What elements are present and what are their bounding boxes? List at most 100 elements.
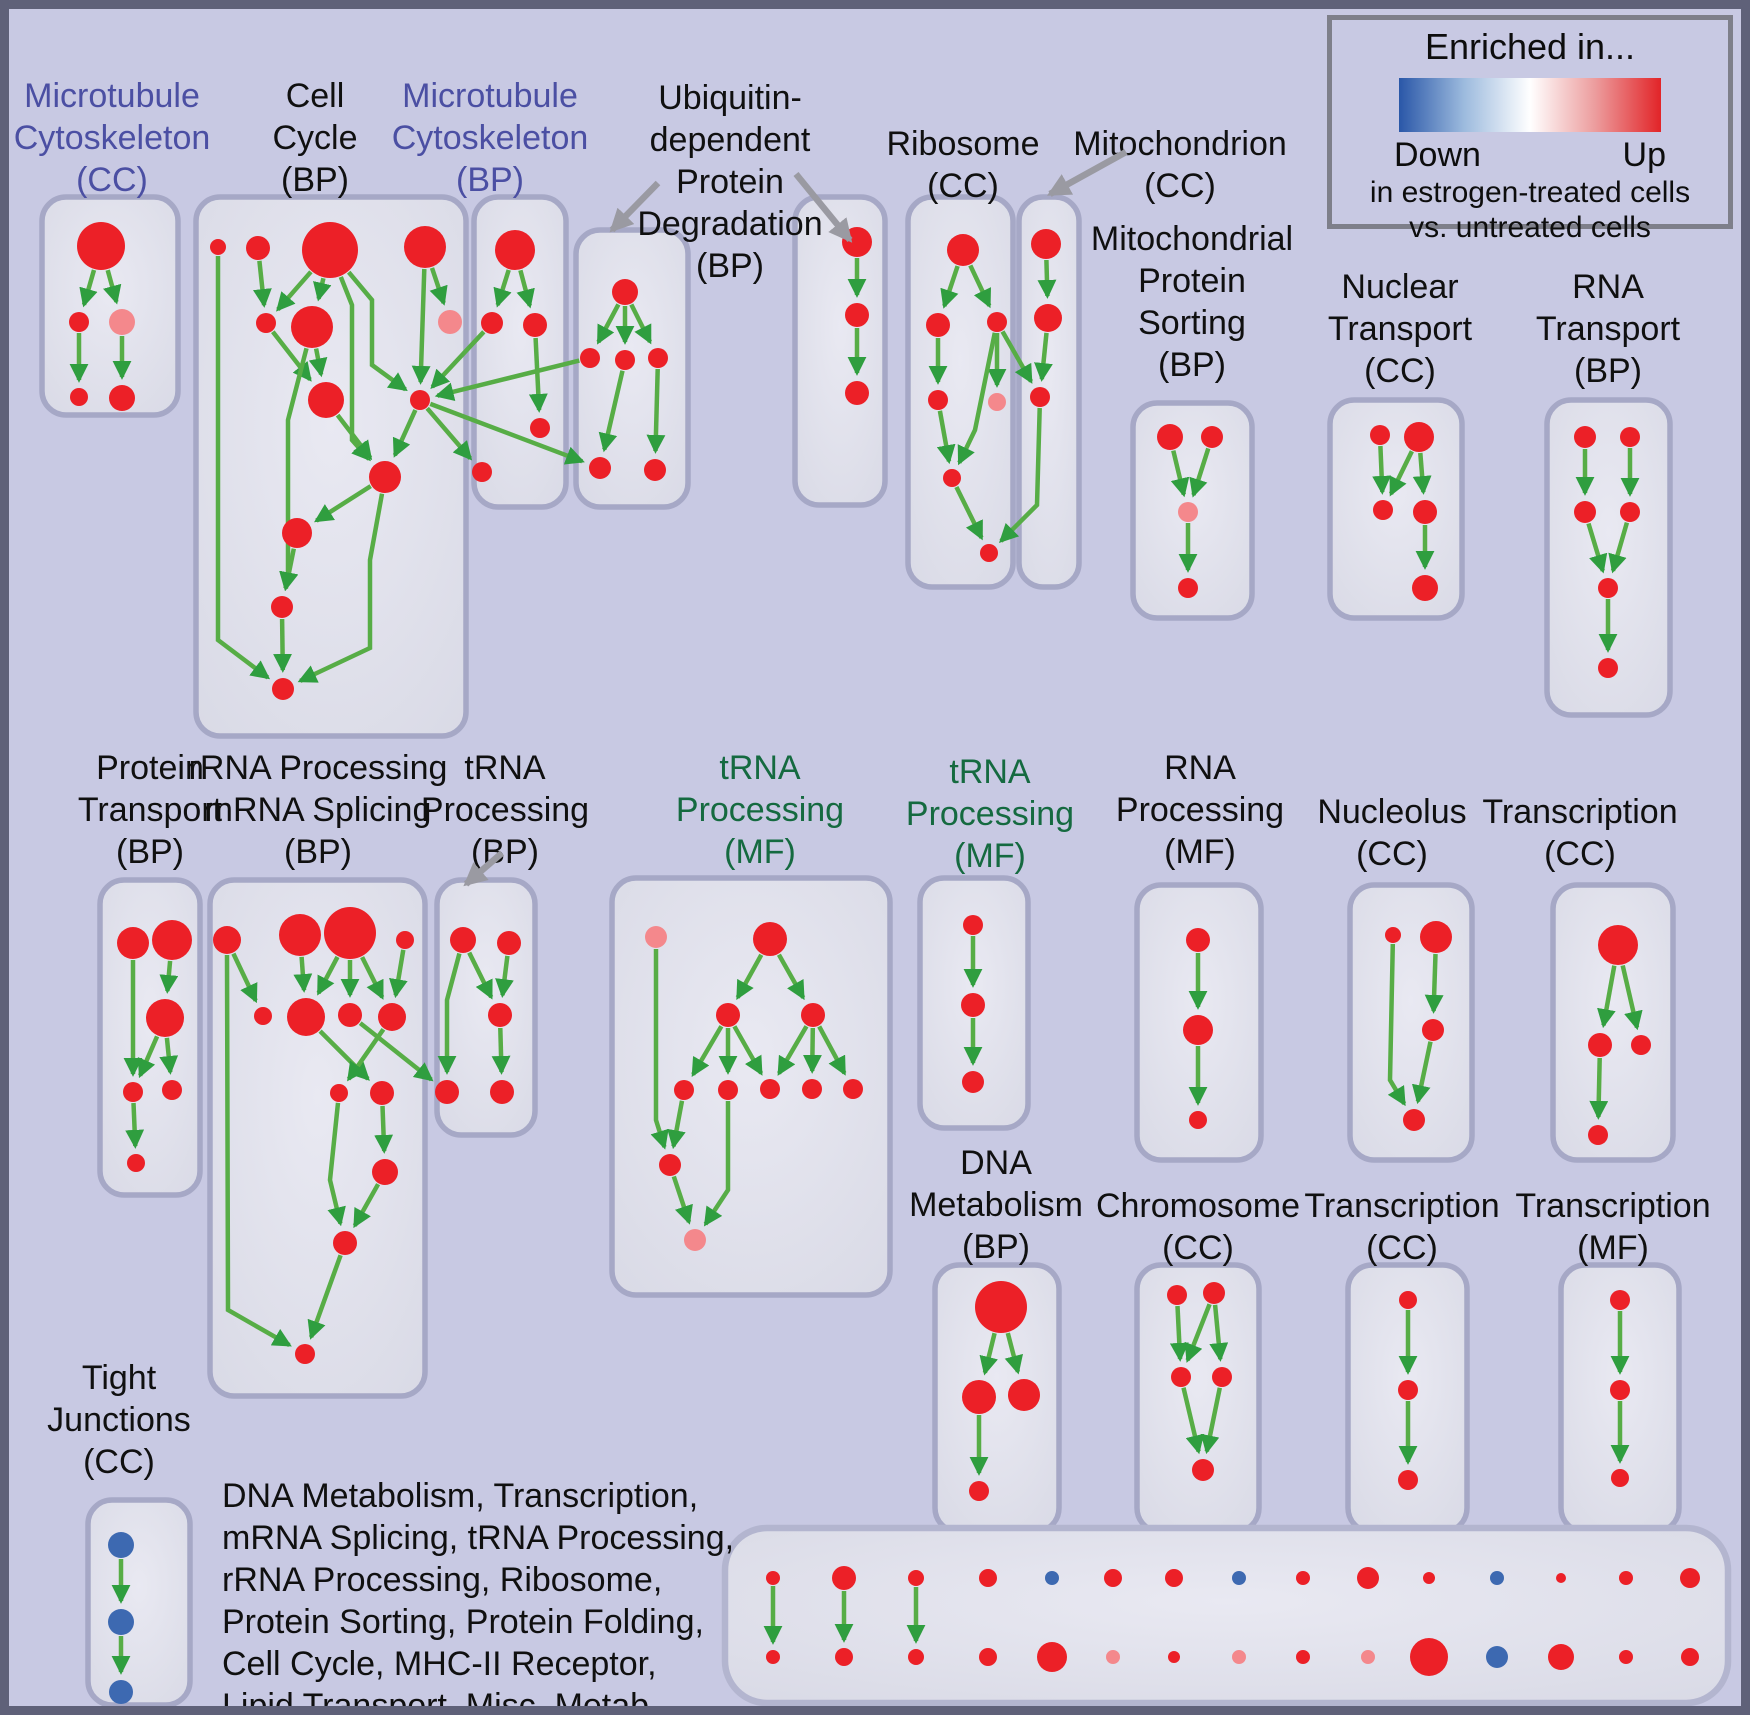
cluster-label-protein-transport: (BP): [116, 833, 184, 871]
cluster-label-trna-mf-a: (MF): [724, 833, 796, 871]
go-term-node-tm7: [760, 1079, 780, 1099]
enrichment-edge: [1209, 1304, 1229, 1362]
cluster-label-ubiquitin: Ubiquitin-: [658, 79, 802, 117]
cluster-label-rna-mf: Processing: [1116, 791, 1284, 829]
enrichment-edge: [957, 332, 998, 466]
go-term-node-nu2: [1420, 921, 1452, 953]
enrichment-edge: [1189, 447, 1211, 498]
go-term-node-st7: [1165, 1569, 1183, 1587]
enrichment-edge: [374, 1105, 394, 1154]
go-term-node-tj2: [108, 1609, 134, 1635]
go-term-node-dm3: [1008, 1379, 1040, 1411]
enrichment-edge: [79, 269, 98, 308]
go-term-node-rb4: [928, 390, 948, 410]
cluster-box-chromosome: [1134, 1262, 1262, 1535]
go-term-node-tc3: [1631, 1035, 1651, 1055]
annotation-line: mRNA Splicing, tRNA Processing,: [222, 1519, 734, 1557]
go-term-node-mb4: [472, 462, 492, 482]
go-term-node-nu1: [1385, 927, 1401, 943]
go-term-node-rt4: [1620, 502, 1640, 522]
enrichment-edge: [159, 960, 179, 994]
enrichment-edge: [314, 484, 372, 523]
cluster-label-transcription-mf: Transcription: [1515, 1187, 1710, 1225]
cluster-label-ubiquitin: dependent: [650, 121, 811, 159]
cluster-label-nucleolus: (CC): [1356, 835, 1428, 873]
go-term-node-sb7: [1168, 1651, 1180, 1663]
go-term-node-sb9: [1296, 1650, 1310, 1664]
enrichment-edge: [954, 486, 984, 541]
go-term-node-t31: [1399, 1291, 1417, 1309]
go-term-node-ua5: [589, 457, 611, 479]
enrichment-edge: [596, 303, 621, 345]
legend-end-labels: Down Up: [1394, 136, 1666, 175]
enrichment-edge: [703, 1101, 731, 1227]
nodes-layer: [69, 222, 1700, 1704]
enrichment-edge: [313, 277, 332, 302]
go-term-node-ms4: [1178, 578, 1198, 598]
enrichment-edge: [215, 256, 271, 680]
go-term-node-st8: [1232, 1571, 1246, 1585]
cluster-label-tight-junctions: (CC): [83, 1443, 155, 1481]
enrichment-edge: [429, 267, 448, 306]
go-term-node-ms2: [1201, 426, 1223, 448]
cluster-label-nuclear-transport: Nuclear: [1341, 268, 1458, 306]
go-term-node-tc1: [1598, 925, 1638, 965]
go-term-node-cc2: [246, 236, 270, 260]
go-term-node-pt3: [146, 999, 184, 1037]
cluster-label-mitochondrion: Mitochondrion: [1073, 125, 1287, 163]
enrichment-edge: [429, 401, 585, 465]
go-term-node-pt4: [123, 1082, 143, 1102]
enrichment-edge: [1608, 521, 1630, 574]
go-term-node-st11: [1423, 1572, 1435, 1584]
go-term-node-sb12: [1486, 1646, 1508, 1668]
go-term-node-rb7: [980, 544, 998, 562]
enrichment-edge: [691, 1025, 724, 1077]
enrichment-edge: [437, 952, 462, 1075]
go-term-node-cc3: [302, 222, 358, 278]
go-term-node-st13: [1556, 1573, 1566, 1583]
enrichment-edge: [103, 269, 122, 305]
legend-gradient-bar: [1399, 78, 1661, 132]
color-legend: Enriched in... Down Up in estrogen-treat…: [1327, 15, 1733, 244]
enrichment-edge: [1200, 1387, 1223, 1455]
enrichment-edge: [936, 410, 956, 465]
go-term-node-ua2: [580, 348, 600, 368]
go-term-node-rt5: [1598, 578, 1618, 598]
enrichment-edge: [425, 406, 473, 461]
go-term-node-cc4: [404, 226, 446, 268]
go-term-node-st5: [1045, 1571, 1059, 1585]
enrichment-edge: [491, 1027, 511, 1075]
enrichment-edge: [516, 269, 535, 309]
go-term-node-ch3: [1171, 1367, 1191, 1387]
cluster-box-mitochondrion: [1016, 194, 1082, 590]
annotation-line: rRNA Processing, Ribosome,: [222, 1561, 662, 1599]
go-term-node-tb4: [435, 1080, 459, 1104]
cluster-box-nucleolus: [1347, 882, 1475, 1163]
cluster-label-trna-bp: Processing: [421, 791, 589, 829]
cluster-label-cell-cycle: Cycle: [272, 119, 357, 157]
cluster-label-rrna-mrna: rRNA Processing: [189, 749, 448, 787]
enrichment-edge: [1597, 965, 1617, 1029]
enrichment-edge: [346, 270, 408, 392]
go-term-node-tb1: [450, 927, 476, 953]
cluster-label-trna-mf-b: Processing: [906, 795, 1074, 833]
annotation-line: Cell Cycle, MHC-II Receptor,: [222, 1645, 657, 1683]
enrichment-edge: [358, 1021, 434, 1082]
go-term-node-tb5: [490, 1080, 514, 1104]
cluster-label-ubiquitin: Degradation: [637, 205, 822, 243]
enrichment-edge: [273, 618, 293, 673]
go-term-node-rb5: [988, 393, 1006, 411]
enrichment-edge: [495, 955, 514, 999]
go-term-node-st9: [1296, 1571, 1310, 1585]
cluster-label-trna-bp: (BP): [471, 833, 539, 871]
callout-arrow-icon: [1046, 149, 1128, 197]
cluster-label-nucleolus: Nucleolus: [1317, 793, 1466, 831]
enrichment-edge: [735, 953, 764, 1000]
enrichment-edge: [1181, 1387, 1205, 1455]
go-term-node-sb6: [1106, 1650, 1120, 1664]
cluster-label-nuclear-transport: (CC): [1364, 352, 1436, 390]
annotation-line: DNA Metabolism, Transcription,: [222, 1477, 698, 1515]
enrichment-edge: [253, 260, 272, 308]
go-term-node-rb6: [943, 469, 961, 487]
cluster-label-rna-mf: (MF): [1164, 833, 1236, 871]
